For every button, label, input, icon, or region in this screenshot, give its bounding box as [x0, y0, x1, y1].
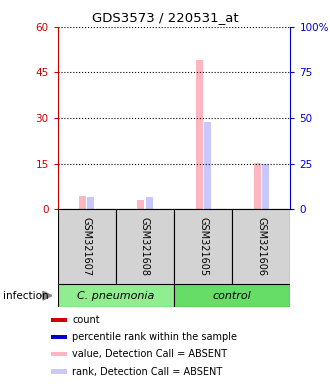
- Text: control: control: [213, 291, 251, 301]
- Text: percentile rank within the sample: percentile rank within the sample: [72, 332, 237, 342]
- Text: C. pneumonia: C. pneumonia: [77, 291, 154, 301]
- Bar: [58, 209, 116, 284]
- Bar: [232, 209, 290, 284]
- Bar: [174, 284, 290, 307]
- Bar: [262, 164, 269, 209]
- Bar: [204, 122, 211, 209]
- Text: GSM321607: GSM321607: [82, 217, 92, 276]
- Text: rank, Detection Call = ABSENT: rank, Detection Call = ABSENT: [72, 366, 222, 377]
- Text: infection: infection: [3, 291, 49, 301]
- Bar: [51, 335, 67, 339]
- Bar: [116, 209, 174, 284]
- Bar: [196, 60, 203, 209]
- Bar: [137, 200, 145, 209]
- Text: GSM321605: GSM321605: [198, 217, 208, 276]
- Bar: [254, 163, 261, 209]
- Bar: [51, 352, 67, 356]
- Bar: [51, 318, 67, 322]
- Text: GSM321608: GSM321608: [140, 217, 150, 276]
- Text: count: count: [72, 314, 100, 325]
- Text: value, Detection Call = ABSENT: value, Detection Call = ABSENT: [72, 349, 227, 359]
- Text: GDS3573 / 220531_at: GDS3573 / 220531_at: [92, 12, 238, 25]
- Bar: [58, 284, 174, 307]
- Bar: [174, 209, 232, 284]
- Bar: [51, 369, 67, 374]
- Text: GSM321606: GSM321606: [256, 217, 266, 276]
- Bar: [79, 195, 86, 209]
- Bar: [87, 197, 94, 209]
- Bar: [146, 197, 152, 209]
